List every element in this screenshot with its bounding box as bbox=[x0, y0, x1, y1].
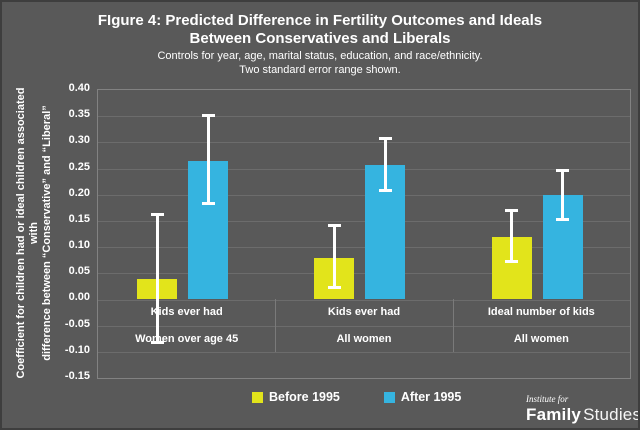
legend-item: Before 1995 bbox=[252, 390, 340, 404]
y-tick-label: -0.15 bbox=[64, 370, 90, 382]
category-label-bottom: All women bbox=[336, 332, 392, 345]
logo-family-word: Family bbox=[526, 405, 582, 424]
figure-title-line1: FIgure 4: Predicted Difference in Fertil… bbox=[97, 12, 543, 29]
gridline bbox=[98, 142, 630, 144]
error-bar-cap-top bbox=[327, 223, 341, 227]
error-bar-cap-bottom bbox=[327, 286, 341, 289]
legend-label: After 1995 bbox=[400, 390, 462, 404]
gridline bbox=[98, 194, 630, 196]
y-tick-label: 0.30 bbox=[68, 134, 90, 147]
ifs-logo: Institute for Family Studies bbox=[526, 394, 640, 424]
category-label-bottom: Women over age 45 bbox=[135, 332, 239, 345]
y-tick-label: 0.00 bbox=[68, 291, 90, 304]
y-axis-title: Coefficient for children had or ideal ch… bbox=[15, 83, 53, 383]
error-bar-cap-top bbox=[556, 168, 570, 172]
y-tick-label: -0.10 bbox=[64, 343, 90, 356]
legend: Before 1995 After 1995 bbox=[252, 390, 461, 404]
y-tick-label: 0.25 bbox=[68, 160, 90, 173]
legend-swatch-icon bbox=[383, 391, 395, 403]
category-divider bbox=[452, 299, 454, 352]
y-tick-label: 0.05 bbox=[68, 265, 90, 278]
legend-label: Before 1995 bbox=[269, 390, 340, 404]
error-bar-cap-bottom bbox=[378, 189, 392, 193]
logo-family-studies: Family Studies bbox=[526, 405, 640, 424]
legend-item: After 1995 bbox=[383, 390, 462, 404]
error-bar-line bbox=[561, 168, 565, 221]
y-tick-label: 0.40 bbox=[68, 82, 90, 94]
error-bar-cap-bottom bbox=[201, 202, 215, 206]
category-label-top: Kids ever had bbox=[327, 306, 401, 319]
error-bar-cap-top bbox=[505, 208, 519, 212]
gridline bbox=[98, 351, 630, 353]
gridline bbox=[98, 220, 630, 222]
error-bar-line bbox=[206, 113, 210, 206]
error-bar-cap-bottom bbox=[505, 259, 519, 263]
y-tick-label: 0.10 bbox=[68, 239, 90, 252]
y-tick-label: 0.15 bbox=[68, 212, 90, 225]
error-bar-cap-top bbox=[201, 113, 215, 117]
gridline bbox=[98, 325, 630, 327]
logo-institute-for: Institute for bbox=[526, 394, 569, 404]
y-tick-label: -0.05 bbox=[64, 317, 90, 330]
gridline bbox=[98, 247, 630, 249]
logo-studies-word: Studies bbox=[583, 405, 640, 424]
error-bar-line bbox=[155, 213, 159, 344]
y-tick-label: 0.35 bbox=[68, 108, 90, 121]
error-bar-cap-bottom bbox=[556, 217, 570, 221]
figure-title-line2: Between Conservatives and Liberals bbox=[189, 30, 451, 47]
error-bar-line bbox=[510, 208, 514, 263]
y-tick-label: 0.20 bbox=[68, 186, 90, 199]
gridline bbox=[98, 299, 630, 301]
gridline bbox=[98, 168, 630, 170]
y-axis-title-line2: difference between “Conservative” and “L… bbox=[41, 105, 53, 361]
error-bar-cap-top bbox=[150, 213, 164, 217]
gridline bbox=[98, 116, 630, 118]
legend-swatch-icon bbox=[252, 391, 263, 403]
error-bar-line bbox=[332, 223, 336, 289]
plot-area: Kids ever had Women over age 45 Kids ever … bbox=[97, 89, 631, 379]
category-label-top: Ideal number of kids bbox=[487, 306, 595, 319]
error-bar-cap-bottom bbox=[150, 341, 164, 344]
error-bar-cap-top bbox=[378, 137, 392, 141]
figure-subtitle-line1: Controls for year, age, marital status, … bbox=[157, 50, 483, 62]
error-bar-line bbox=[383, 137, 387, 193]
gridline bbox=[98, 273, 630, 275]
category-label-top: Kids ever had bbox=[150, 306, 223, 319]
y-axis-title-line1: Coefficient for children had or ideal ch… bbox=[15, 87, 40, 379]
category-label-bottom: All women bbox=[513, 332, 569, 345]
category-divider bbox=[275, 299, 277, 352]
figure-subtitle-line2: Two standard error range shown. bbox=[239, 64, 401, 76]
